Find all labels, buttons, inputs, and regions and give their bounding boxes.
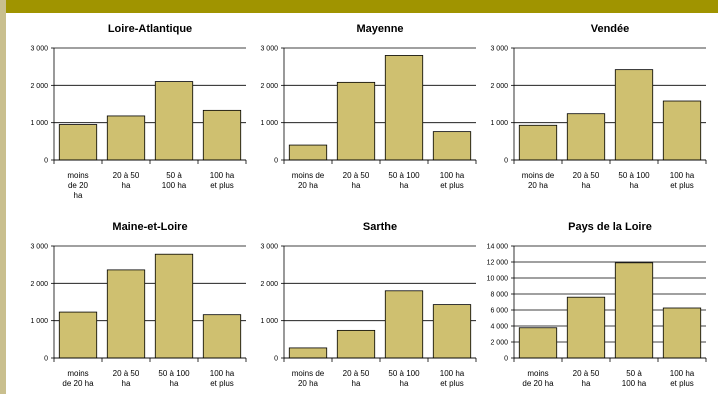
chart-title-sarthe: Sarthe: [363, 221, 397, 233]
category-label-pays-de-la-loire-20-a-50-ha: 20 à 50 ha: [573, 369, 600, 388]
category-label-mayenne-100-ha-et-plus: 100 ha et plus: [440, 171, 465, 190]
y-tick-label-maine-et-loire: 1 000: [30, 318, 48, 325]
y-tick-label-loire-atlantique: 3 000: [30, 46, 48, 53]
category-label-maine-et-loire-20-a-50-ha: 20 à 50 ha: [113, 369, 140, 388]
category-label-loire-atlantique-100-ha-et-plus: 100 ha et plus: [210, 171, 235, 190]
bar-pays-de-la-loire-20-a-50-ha: [566, 296, 606, 359]
category-label-loire-atlantique-20-a-50-ha: 20 à 50 ha: [113, 171, 140, 190]
bar-maine-et-loire-20-a-50-ha: [106, 269, 146, 359]
y-tick-label-vendee: 2 000: [490, 83, 508, 90]
category-label-sarthe-50-a-100-ha: 50 à 100 ha: [388, 369, 420, 388]
y-tick-label-pays-de-la-loire: 0: [504, 356, 508, 363]
bar-vendee-moins-de-20-ha: [518, 124, 558, 161]
category-label-sarthe-moins-de-20-ha: moins de 20 ha: [292, 369, 325, 388]
category-label-loire-atlantique-50-a-100-ha: 50 à 100 ha: [162, 171, 187, 190]
y-tick-label-vendee: 3 000: [490, 46, 508, 53]
y-tick-label-sarthe: 1 000: [260, 318, 278, 325]
y-tick-label-pays-de-la-loire: 8 000: [490, 292, 508, 299]
chart-title-pays-de-la-loire: Pays de la Loire: [568, 221, 652, 233]
chart-vendee: Vendée 0 1 000 2 000 3 000 moins de 20 ha 20 à …: [490, 23, 707, 190]
bar-vendee-20-a-50-ha: [566, 113, 606, 161]
y-tick-label-mayenne: 2 000: [260, 83, 278, 90]
chart-title-maine-et-loire: Maine-et-Loire: [112, 221, 187, 233]
chart-panel-2: Mayenne 0 1 000 2 000 3 000 moins de 20 ha 20 à…: [250, 18, 488, 200]
category-label-vendee-100-ha-et-plus: 100 ha et plus: [670, 171, 695, 190]
chart-title-loire-atlantique: Loire-Atlantique: [108, 23, 192, 35]
y-tick-label-pays-de-la-loire: 10 000: [487, 276, 509, 283]
bar-sarthe-100-ha-et-plus: [432, 304, 472, 359]
category-label-pays-de-la-loire-50-a-100-ha: 50 à 100 ha: [622, 369, 647, 388]
y-tick-label-sarthe: 0: [274, 356, 278, 363]
y-tick-label-pays-de-la-loire: 4 000: [490, 324, 508, 331]
category-label-mayenne-20-a-50-ha: 20 à 50 ha: [343, 171, 370, 190]
bar-pays-de-la-loire-50-a-100-ha: [614, 262, 654, 359]
category-label-pays-de-la-loire-100-ha-et-plus: 100 ha et plus: [670, 369, 695, 388]
chart-sarthe: Sarthe 0 1 000 2 000 3 000 moins de 20 ha 20 à …: [260, 221, 477, 388]
bar-maine-et-loire-moins-de-20-ha: [58, 311, 98, 359]
category-label-vendee-50-a-100-ha: 50 à 100 ha: [618, 171, 650, 190]
y-tick-label-mayenne: 1 000: [260, 120, 278, 127]
chart-panel-4: Maine-et-Loire 0 1 000 2 000 3 000 moins de 20…: [20, 216, 258, 398]
y-tick-label-vendee: 0: [504, 158, 508, 165]
left-side-band: [0, 0, 6, 394]
y-tick-label-mayenne: 3 000: [260, 46, 278, 53]
bar-pays-de-la-loire-moins-de-20-ha: [518, 327, 558, 359]
category-label-mayenne-50-a-100-ha: 50 à 100 ha: [388, 171, 420, 190]
y-tick-label-vendee: 1 000: [490, 120, 508, 127]
chart-panel-6: Pays de la Loire 0 2 000 4 000 6 000 8 000 10 …: [480, 216, 718, 398]
chart-panel-1: Loire-Atlantique 0 1 000 2 000 3 000 moins de …: [20, 18, 258, 200]
category-label-sarthe-100-ha-et-plus: 100 ha et plus: [440, 369, 465, 388]
bar-vendee-50-a-100-ha: [614, 69, 654, 161]
y-tick-label-mayenne: 0: [274, 158, 278, 165]
bar-pays-de-la-loire-100-ha-et-plus: [662, 307, 702, 359]
chart-panel-3: Vendée 0 1 000 2 000 3 000 moins de 20 ha 20 à …: [480, 18, 718, 200]
y-tick-label-loire-atlantique: 0: [44, 158, 48, 165]
bar-sarthe-50-a-100-ha: [384, 290, 424, 359]
bar-sarthe-20-a-50-ha: [336, 329, 376, 359]
chart-pays-de-la-loire: Pays de la Loire 0 2 000 4 000 6 000 8 000 10 …: [487, 221, 707, 388]
bar-loire-atlantique-50-a-100-ha: [154, 81, 194, 161]
category-label-loire-atlantique-moins-de-20-ha: moins de 20 ha: [67, 171, 88, 200]
chart-mayenne: Mayenne 0 1 000 2 000 3 000 moins de 20 ha 20 à…: [260, 23, 477, 190]
y-tick-label-pays-de-la-loire: 2 000: [490, 340, 508, 347]
bar-mayenne-20-a-50-ha: [336, 81, 376, 161]
y-tick-label-maine-et-loire: 2 000: [30, 281, 48, 288]
y-tick-label-maine-et-loire: 3 000: [30, 244, 48, 251]
bar-maine-et-loire-100-ha-et-plus: [202, 314, 242, 359]
bar-loire-atlantique-20-a-50-ha: [106, 115, 146, 161]
bar-loire-atlantique-moins-de-20-ha: [58, 124, 98, 161]
bar-mayenne-moins-de-20-ha: [288, 144, 328, 161]
category-label-maine-et-loire-100-ha-et-plus: 100 ha et plus: [210, 369, 235, 388]
y-tick-label-pays-de-la-loire: 14 000: [487, 244, 509, 251]
chart-maine-et-loire: Maine-et-Loire 0 1 000 2 000 3 000 moins de 20…: [30, 221, 247, 388]
chart-title-mayenne: Mayenne: [356, 23, 403, 35]
y-tick-label-sarthe: 3 000: [260, 244, 278, 251]
bar-mayenne-100-ha-et-plus: [432, 131, 472, 161]
category-label-maine-et-loire-50-a-100-ha: 50 à 100 ha: [158, 369, 190, 388]
category-label-pays-de-la-loire-moins-de-20-ha: moins de 20 ha: [522, 369, 554, 388]
y-tick-label-loire-atlantique: 1 000: [30, 120, 48, 127]
category-label-mayenne-moins-de-20-ha: moins de 20 ha: [292, 171, 325, 190]
category-label-maine-et-loire-moins-de-20-ha: moins de 20 ha: [62, 369, 94, 388]
bar-maine-et-loire-50-a-100-ha: [154, 253, 194, 359]
chart-loire-atlantique: Loire-Atlantique 0 1 000 2 000 3 000 moins de …: [30, 23, 247, 200]
y-tick-label-pays-de-la-loire: 12 000: [487, 260, 509, 267]
bar-vendee-100-ha-et-plus: [662, 100, 702, 161]
bar-mayenne-50-a-100-ha: [384, 55, 424, 161]
y-tick-label-maine-et-loire: 0: [44, 356, 48, 363]
top-banner-band: [0, 0, 718, 13]
category-label-vendee-20-a-50-ha: 20 à 50 ha: [573, 171, 600, 190]
y-tick-label-sarthe: 2 000: [260, 281, 278, 288]
category-label-sarthe-20-a-50-ha: 20 à 50 ha: [343, 369, 370, 388]
y-tick-label-loire-atlantique: 2 000: [30, 83, 48, 90]
category-label-vendee-moins-de-20-ha: moins de 20 ha: [522, 171, 555, 190]
bar-sarthe-moins-de-20-ha: [288, 347, 328, 359]
bar-loire-atlantique-100-ha-et-plus: [202, 109, 242, 161]
y-tick-label-pays-de-la-loire: 6 000: [490, 308, 508, 315]
chart-title-vendee: Vendée: [591, 23, 630, 35]
chart-panel-5: Sarthe 0 1 000 2 000 3 000 moins de 20 ha 20 à …: [250, 216, 488, 398]
